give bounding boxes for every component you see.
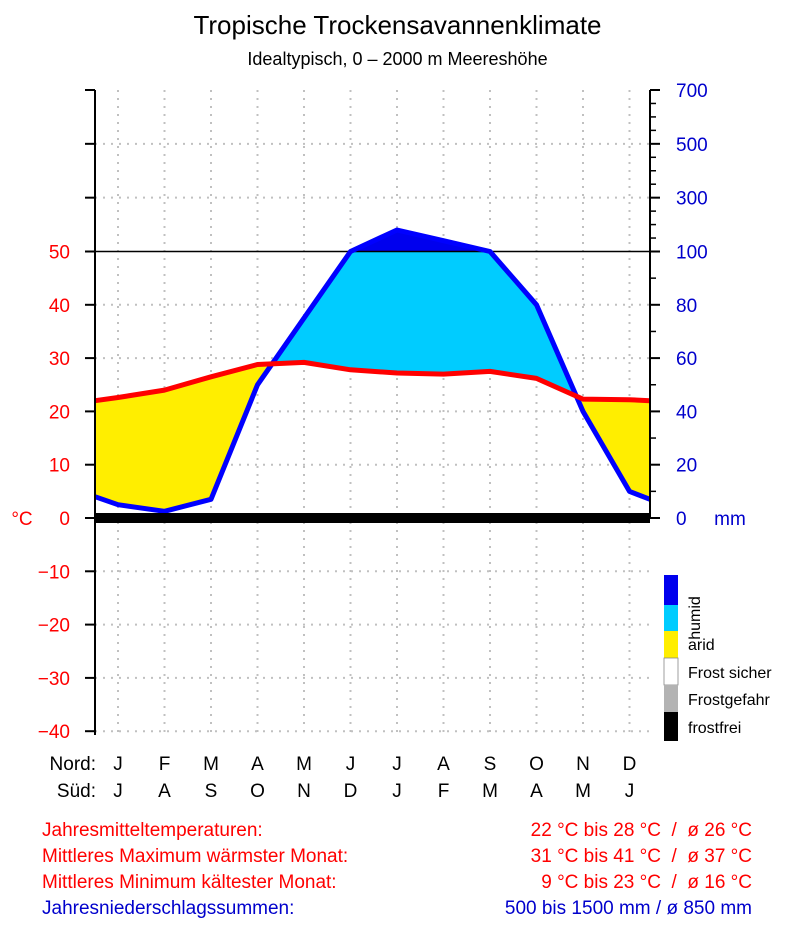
precipitation-point [117, 504, 119, 506]
temperature-tick-label: −20 [38, 616, 70, 637]
stat-label: Jahresniederschlagssummen: [42, 898, 295, 919]
stat-value: 22 °C bis 28 °C / ø 26 °C [530, 820, 752, 841]
temperature-point [117, 397, 119, 399]
precipitation-tick-label: 40 [676, 402, 697, 423]
precipitation-tick-label: 20 [676, 456, 697, 477]
legend-swatch-humid-strong [664, 575, 678, 605]
temperature-tick-label: −30 [38, 669, 70, 690]
legend-label-humid: humid [687, 596, 704, 640]
month-label-north: M [296, 754, 312, 775]
precipitation-unit-label: mm [714, 509, 746, 530]
humid-area [272, 230, 577, 397]
temperature-point [210, 376, 212, 378]
frost-status-bar [95, 513, 650, 523]
month-label-south: O [250, 781, 265, 802]
month-label-north: A [251, 754, 264, 775]
month-label-south: A [158, 781, 171, 802]
precipitation-tick-label: 100 [676, 243, 708, 264]
month-label-south: F [438, 781, 450, 802]
stat-label: Jahresmitteltemperaturen: [42, 820, 263, 841]
precipitation-point [257, 384, 258, 386]
month-label-north: J [113, 754, 123, 775]
temperature-point [443, 373, 444, 375]
precipitation-tick-label: 0 [676, 509, 687, 530]
month-label-south: N [297, 781, 311, 802]
month-label-south: M [482, 781, 498, 802]
temperature-line [94, 359, 651, 404]
precipitation-point [303, 317, 305, 319]
temperature-point [489, 370, 491, 372]
month-label-north: M [203, 754, 219, 775]
month-label-north: D [623, 754, 637, 775]
legend [663, 575, 679, 741]
temperature-tick-label: 10 [49, 456, 70, 477]
precipitation-tick-label: 300 [676, 189, 708, 210]
month-label-north: J [346, 754, 356, 775]
arid-area [576, 396, 650, 500]
month-label-south: J [625, 781, 635, 802]
temperature-tick-label: 20 [49, 402, 70, 423]
legend-label-frost-free: frostfrei [688, 720, 741, 737]
stat-value: 9 °C bis 23 °C / ø 16 °C [541, 872, 752, 893]
temperature-tick-label: 40 [49, 296, 70, 317]
month-row-label-north: Nord: [50, 754, 96, 775]
stat-label: Mittleres Minimum kältester Monat: [42, 872, 337, 893]
temperature-point [396, 372, 398, 374]
month-label-south: D [344, 781, 358, 802]
page-title: Tropische Trockensavannenklimate [193, 10, 602, 40]
temperature-point [629, 399, 630, 401]
legend-swatch-arid [664, 631, 678, 658]
month-label-north: S [484, 754, 497, 775]
stat-value: 500 bis 1500 mm / ø 850 mm [504, 898, 752, 919]
month-label-south: J [392, 781, 402, 802]
legend-swatch-frost-free [664, 712, 678, 741]
legend-swatch-frost-risk [664, 685, 678, 712]
temperature-tick-label: −40 [38, 722, 70, 743]
month-label-south: A [530, 781, 543, 802]
month-label-north: N [576, 754, 590, 775]
page-subtitle: Idealtypisch, 0 – 2000 m Meereshöhe [247, 49, 548, 69]
precipitation-point [489, 251, 491, 252]
precipitation-tick-label: 60 [676, 349, 697, 370]
legend-swatch-frost-certain [663, 657, 679, 686]
legend-label-arid: arid [688, 637, 715, 654]
arid-area [95, 363, 273, 512]
temperature-unit-label: °C [11, 509, 32, 530]
month-row-label-south: Süd: [57, 781, 96, 802]
month-label-south: S [205, 781, 218, 802]
temperature-point [350, 369, 351, 371]
stat-label: Mittleres Maximum wärmster Monat: [42, 846, 349, 867]
precipitation-point [396, 229, 398, 231]
precipitation-point [443, 240, 444, 242]
legend-label-frost-risk: Frostgefahr [688, 692, 770, 709]
precipitation-point [350, 251, 351, 252]
precipitation-point [536, 304, 537, 306]
stat-value: 31 °C bis 41 °C / ø 37 °C [530, 846, 752, 867]
precipitation-point [629, 490, 630, 492]
precipitation-point [582, 410, 584, 412]
temperature-tick-label: 30 [49, 349, 70, 370]
temperature-tick-label: −10 [38, 562, 70, 583]
temperature-point [536, 377, 537, 379]
temperature-tick-label: 0 [59, 509, 70, 530]
temperature-point [164, 389, 165, 391]
month-label-north: O [529, 754, 544, 775]
temperature-point [257, 363, 258, 365]
temperature-point [303, 361, 305, 363]
legend-label-frost-certain: Frost sicher [688, 665, 772, 682]
month-label-north: J [392, 754, 402, 775]
precipitation-point [164, 510, 165, 512]
month-label-north: F [159, 754, 171, 775]
precipitation-tick-label: 80 [676, 296, 697, 317]
temperature-point [582, 398, 584, 400]
legend-swatch-humid [664, 605, 678, 631]
month-label-south: M [575, 781, 591, 802]
precipitation-tick-label: 700 [676, 81, 708, 102]
month-label-north: A [437, 754, 450, 775]
temperature-tick-label: 50 [49, 243, 70, 264]
precipitation-tick-label: 500 [676, 135, 708, 156]
month-label-south: J [113, 781, 123, 802]
precipitation-point [210, 498, 212, 500]
